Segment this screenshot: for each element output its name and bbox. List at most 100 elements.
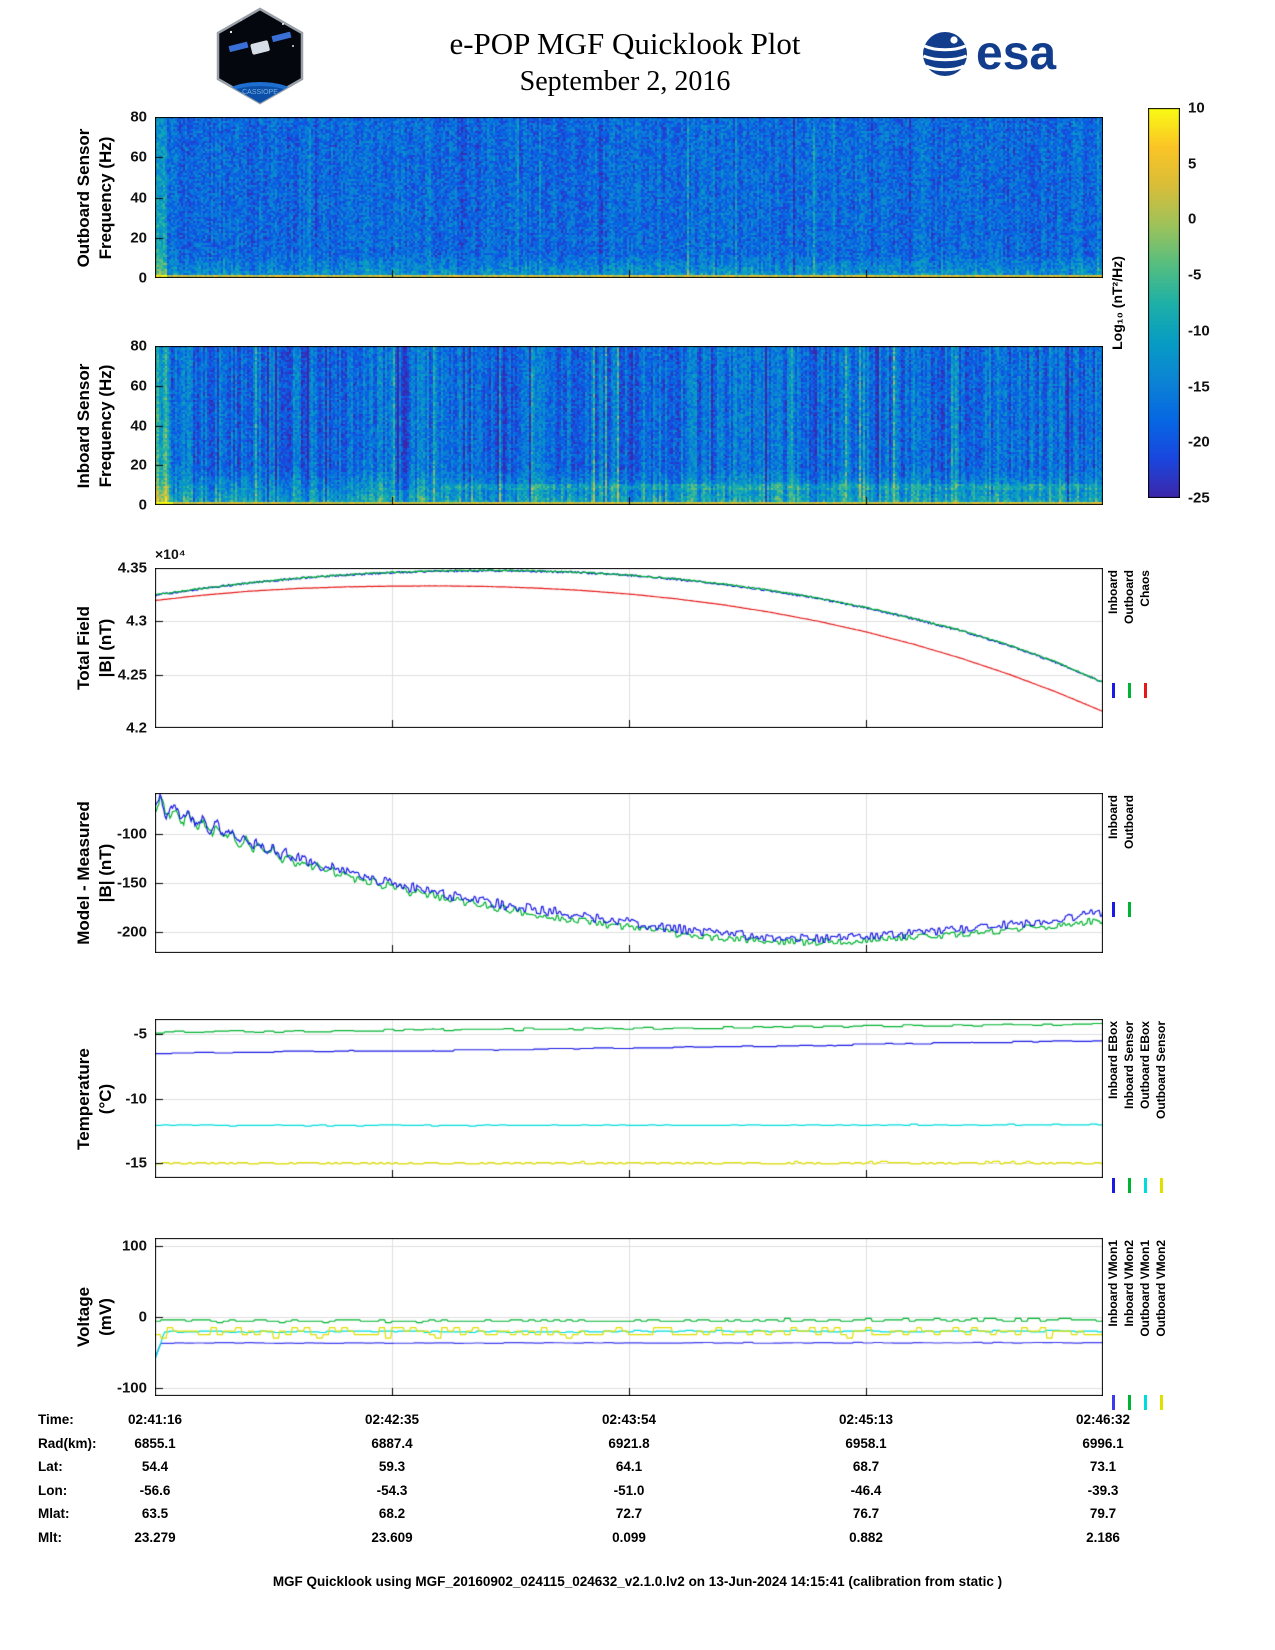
table-cell: 6958.1 bbox=[845, 1435, 887, 1451]
y-tick-label: 80 bbox=[130, 108, 147, 126]
table-cell: -51.0 bbox=[613, 1482, 645, 1498]
table-cell: 68.2 bbox=[378, 1506, 406, 1521]
model-measured-legend: Inboard Outboard bbox=[1106, 795, 1136, 917]
plot-title: e-POP MGF Quicklook Plot bbox=[449, 26, 801, 61]
table-cell: 6855.1 bbox=[134, 1435, 176, 1451]
total-field-panel bbox=[155, 568, 1103, 728]
legend-swatch bbox=[1111, 1178, 1115, 1193]
y-tick-label: 4.25 bbox=[117, 666, 147, 684]
colorbar-tick-label: -15 bbox=[1188, 378, 1210, 396]
legend-swatch bbox=[1159, 1178, 1163, 1193]
legend-item: Inboard VMon2 bbox=[1122, 1240, 1136, 1410]
svg-text:CASSIOPE: CASSIOPE bbox=[242, 89, 278, 96]
legend-label: Inboard bbox=[1106, 795, 1120, 839]
temperature-legend: Inboard EBox Inboard Sensor Outboard EBox O… bbox=[1106, 1021, 1168, 1193]
legend-swatch bbox=[1143, 683, 1147, 698]
table-cell: 72.7 bbox=[615, 1506, 643, 1521]
colorbar-tick-label: 0 bbox=[1188, 210, 1197, 228]
y-tick-label: 0 bbox=[138, 496, 147, 514]
legend-label: Inboard bbox=[1106, 570, 1120, 614]
title-block: e-POP MGF Quicklook Plot September 2, 20… bbox=[0, 26, 1250, 98]
y-tick-label: 100 bbox=[121, 1237, 147, 1255]
table-cell: -46.4 bbox=[850, 1482, 882, 1498]
table-row-label: Mlt: bbox=[38, 1529, 62, 1545]
table-cell: 68.7 bbox=[852, 1459, 880, 1474]
temperature-plot bbox=[155, 1019, 1103, 1178]
y-tick-label: -100 bbox=[116, 825, 147, 843]
legend-swatch bbox=[1111, 683, 1115, 698]
colorbar-tick-label: 5 bbox=[1188, 155, 1197, 173]
table-cell: 63.5 bbox=[141, 1506, 169, 1521]
y-tick-label: 0 bbox=[138, 269, 147, 287]
y-tick-label: 20 bbox=[130, 456, 147, 474]
temperature-panel bbox=[155, 1019, 1103, 1178]
cassiope-badge-icon: CASSIOPE bbox=[216, 7, 304, 105]
legend-item: Outboard bbox=[1122, 795, 1136, 917]
voltage-legend: Inboard VMon1 Inboard VMon2 Outboard VMon1… bbox=[1106, 1240, 1168, 1410]
voltage-plot bbox=[155, 1238, 1103, 1396]
table-cell: -56.6 bbox=[139, 1482, 171, 1498]
inboard-spectrogram-plot bbox=[155, 346, 1103, 505]
legend-label: Chaos bbox=[1138, 570, 1152, 607]
table-cell: 23.609 bbox=[371, 1529, 413, 1545]
y-tick-label: 20 bbox=[130, 229, 147, 247]
colorbar bbox=[1148, 108, 1180, 498]
legend-label: Outboard VMon1 bbox=[1138, 1240, 1152, 1337]
ephemeris-table: Time: 02:41:16 02:42:35 02:43:54 02:45:13 02:… bbox=[0, 1412, 1275, 1562]
cassiope-mission-logo: CASSIOPE bbox=[213, 6, 307, 111]
y-tick-label: -200 bbox=[116, 923, 147, 941]
legend-swatch bbox=[1127, 1178, 1131, 1193]
table-cell: 02:42:35 bbox=[364, 1412, 420, 1427]
legend-swatch bbox=[1111, 1395, 1115, 1410]
y-tick-label: 4.35 bbox=[117, 559, 147, 577]
y-tick-label: 4.2 bbox=[126, 719, 147, 737]
colorbar-tick-label: -25 bbox=[1188, 489, 1210, 507]
table-cell: 02:41:16 bbox=[127, 1412, 183, 1427]
y-tick-label: 40 bbox=[130, 189, 147, 206]
legend-item: Inboard Sensor bbox=[1122, 1021, 1136, 1193]
legend-swatch bbox=[1127, 683, 1131, 698]
table-cell: 2.186 bbox=[1086, 1529, 1120, 1545]
y-tick-label: -15 bbox=[125, 1154, 147, 1172]
legend-swatch bbox=[1127, 902, 1131, 917]
table-row-label: Lon: bbox=[38, 1482, 68, 1498]
legend-item: Inboard bbox=[1106, 570, 1120, 698]
outboard-spectrogram-plot bbox=[155, 117, 1103, 278]
colorbar-tick-label: -10 bbox=[1188, 322, 1210, 340]
colorbar-label: Log₁₀ (nT²/Hz) bbox=[1109, 256, 1125, 350]
legend-label: Outboard bbox=[1122, 795, 1136, 849]
y-tick-label: 0 bbox=[138, 1308, 147, 1326]
table-cell: 0.882 bbox=[849, 1529, 883, 1545]
table-cell: 0.099 bbox=[612, 1529, 646, 1545]
y-tick-label: 60 bbox=[130, 377, 147, 395]
table-cell: 54.4 bbox=[141, 1459, 169, 1474]
legend-item: Outboard bbox=[1122, 570, 1136, 698]
esa-logo-text: esa bbox=[976, 27, 1057, 80]
legend-item: Outboard VMon2 bbox=[1154, 1240, 1168, 1410]
y-tick-label: 4.3 bbox=[126, 612, 147, 630]
y-tick-label: -10 bbox=[125, 1090, 147, 1107]
legend-item: Inboard bbox=[1106, 795, 1120, 917]
voltage-panel bbox=[155, 1238, 1103, 1396]
table-cell: 6921.8 bbox=[608, 1435, 650, 1451]
table-row-label: Mlat: bbox=[38, 1506, 70, 1521]
table-cell: 02:46:32 bbox=[1075, 1412, 1131, 1427]
table-cell: 73.1 bbox=[1089, 1459, 1117, 1474]
legend-label: Outboard bbox=[1122, 570, 1136, 624]
legend-item: Chaos bbox=[1138, 570, 1152, 698]
inboard-spectrogram-panel bbox=[155, 346, 1103, 505]
total-field-legend: Inboard Outboard Chaos bbox=[1106, 570, 1152, 698]
table-cell: -54.3 bbox=[376, 1482, 408, 1498]
esa-globe-icon bbox=[922, 32, 968, 76]
legend-swatch bbox=[1159, 1395, 1163, 1410]
esa-logo: esa bbox=[922, 30, 1056, 78]
table-row-label: Time: bbox=[38, 1412, 74, 1427]
legend-item: Outboard Sensor bbox=[1154, 1021, 1168, 1193]
y-tick-label: -100 bbox=[116, 1379, 147, 1397]
y-tick-label: 80 bbox=[130, 337, 147, 355]
legend-label: Inboard VMon1 bbox=[1106, 1240, 1120, 1327]
table-cell: 6996.1 bbox=[1082, 1435, 1124, 1451]
legend-label: Inboard Sensor bbox=[1122, 1021, 1136, 1110]
legend-label: Outboard VMon2 bbox=[1154, 1240, 1168, 1337]
